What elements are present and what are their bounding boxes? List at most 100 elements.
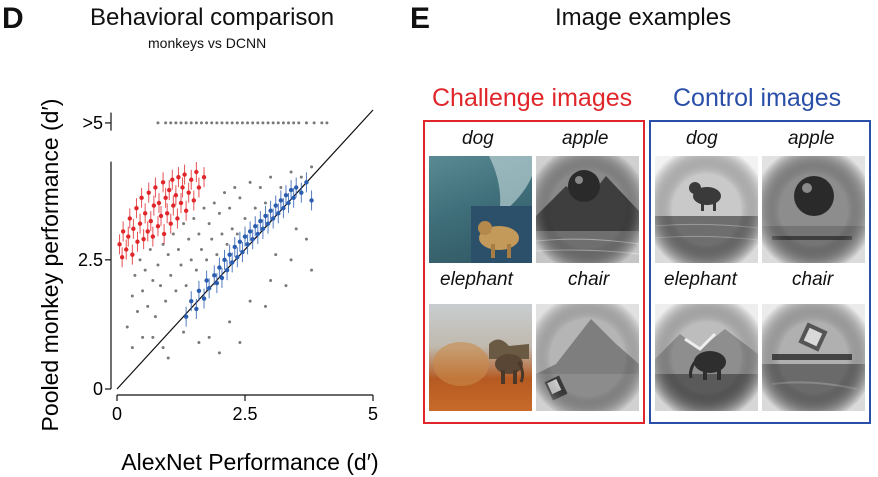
data-point (146, 304, 150, 308)
data-point (266, 121, 270, 125)
data-point (164, 211, 170, 216)
control-dog-image (655, 156, 758, 263)
data-point (196, 185, 202, 190)
data-point (288, 187, 294, 193)
data-point (269, 279, 273, 282)
data-point (199, 248, 203, 251)
data-point (168, 221, 173, 226)
data-point (180, 185, 185, 190)
data-point (260, 226, 266, 232)
data-point (146, 190, 151, 195)
data-point (286, 200, 291, 206)
data-point (215, 121, 219, 125)
data-point (170, 177, 175, 182)
data-point (119, 255, 125, 260)
data-point (184, 121, 188, 125)
data-point (276, 211, 281, 216)
data-point (253, 206, 257, 210)
data-point (134, 205, 139, 211)
data-point (160, 180, 166, 185)
data-point (287, 121, 291, 125)
data-point (151, 279, 155, 282)
panel-d-subtitle: monkeys vs DCNN (148, 35, 267, 51)
data-point (281, 121, 285, 125)
data-point (197, 232, 201, 236)
data-point (299, 175, 303, 179)
data-point (171, 203, 176, 208)
challenge-apple-image (536, 156, 639, 263)
data-point (169, 121, 173, 125)
data-point (268, 208, 273, 213)
data-point (289, 258, 293, 262)
data-point (304, 237, 308, 241)
data-point (250, 236, 255, 242)
panel-e-title: Image examples (555, 4, 732, 31)
data-point (292, 121, 296, 125)
control-label-dog: dog (686, 128, 718, 149)
data-point (215, 253, 219, 257)
data-point (184, 284, 188, 288)
data-point (297, 121, 301, 125)
y-axis-label: Pooled monkey performance (d′) (37, 99, 63, 432)
data-point (207, 222, 211, 226)
data-point (299, 190, 304, 195)
challenge-images-box: dog apple elephant chair (423, 120, 645, 424)
data-point (189, 121, 193, 125)
data-point (273, 203, 278, 208)
data-point (166, 253, 170, 257)
data-point (235, 255, 240, 260)
data-point (197, 341, 201, 344)
data-point (130, 252, 135, 257)
data-point (151, 335, 155, 339)
data-point (276, 121, 280, 125)
data-point (202, 206, 206, 210)
data-point (255, 231, 260, 237)
data-point (148, 248, 152, 251)
control-elephant-image (655, 304, 758, 411)
data-point (196, 288, 202, 294)
data-point (148, 218, 153, 224)
data-point (269, 175, 273, 179)
data-point (217, 265, 222, 270)
data-point (270, 216, 276, 221)
data-point (145, 229, 150, 234)
data-point (175, 216, 180, 221)
panel-d-letter: D (2, 2, 24, 35)
panel-e-letter: E (410, 2, 431, 35)
data-point (153, 315, 157, 319)
data-point (263, 201, 267, 205)
x-tick-label: 0 (112, 404, 122, 424)
challenge-chair-image (536, 304, 639, 411)
data-point (210, 237, 214, 241)
y-tick-label: >5 (82, 113, 103, 133)
data-point (141, 289, 145, 293)
data-point (178, 200, 184, 206)
data-point (291, 195, 296, 201)
data-point (232, 244, 237, 250)
data-point (281, 205, 286, 211)
data-point (169, 273, 173, 277)
data-point (159, 284, 163, 288)
data-point (278, 198, 284, 203)
challenge-dog-image (429, 156, 532, 263)
data-point (242, 234, 248, 239)
data-point (224, 267, 230, 273)
data-point (135, 239, 140, 244)
data-point (256, 121, 260, 125)
data-point (150, 234, 156, 239)
data-point (320, 121, 324, 125)
data-point (263, 213, 268, 219)
data-point (201, 174, 207, 180)
data-point (243, 217, 247, 220)
data-point (161, 231, 167, 237)
data-point (194, 268, 198, 272)
data-point (153, 185, 158, 190)
data-point (228, 206, 232, 210)
data-point (240, 121, 244, 125)
data-point (263, 304, 267, 308)
data-point (304, 180, 309, 185)
data-point (283, 193, 289, 198)
data-point (117, 242, 122, 247)
data-point (182, 222, 186, 226)
data-point (201, 296, 207, 301)
